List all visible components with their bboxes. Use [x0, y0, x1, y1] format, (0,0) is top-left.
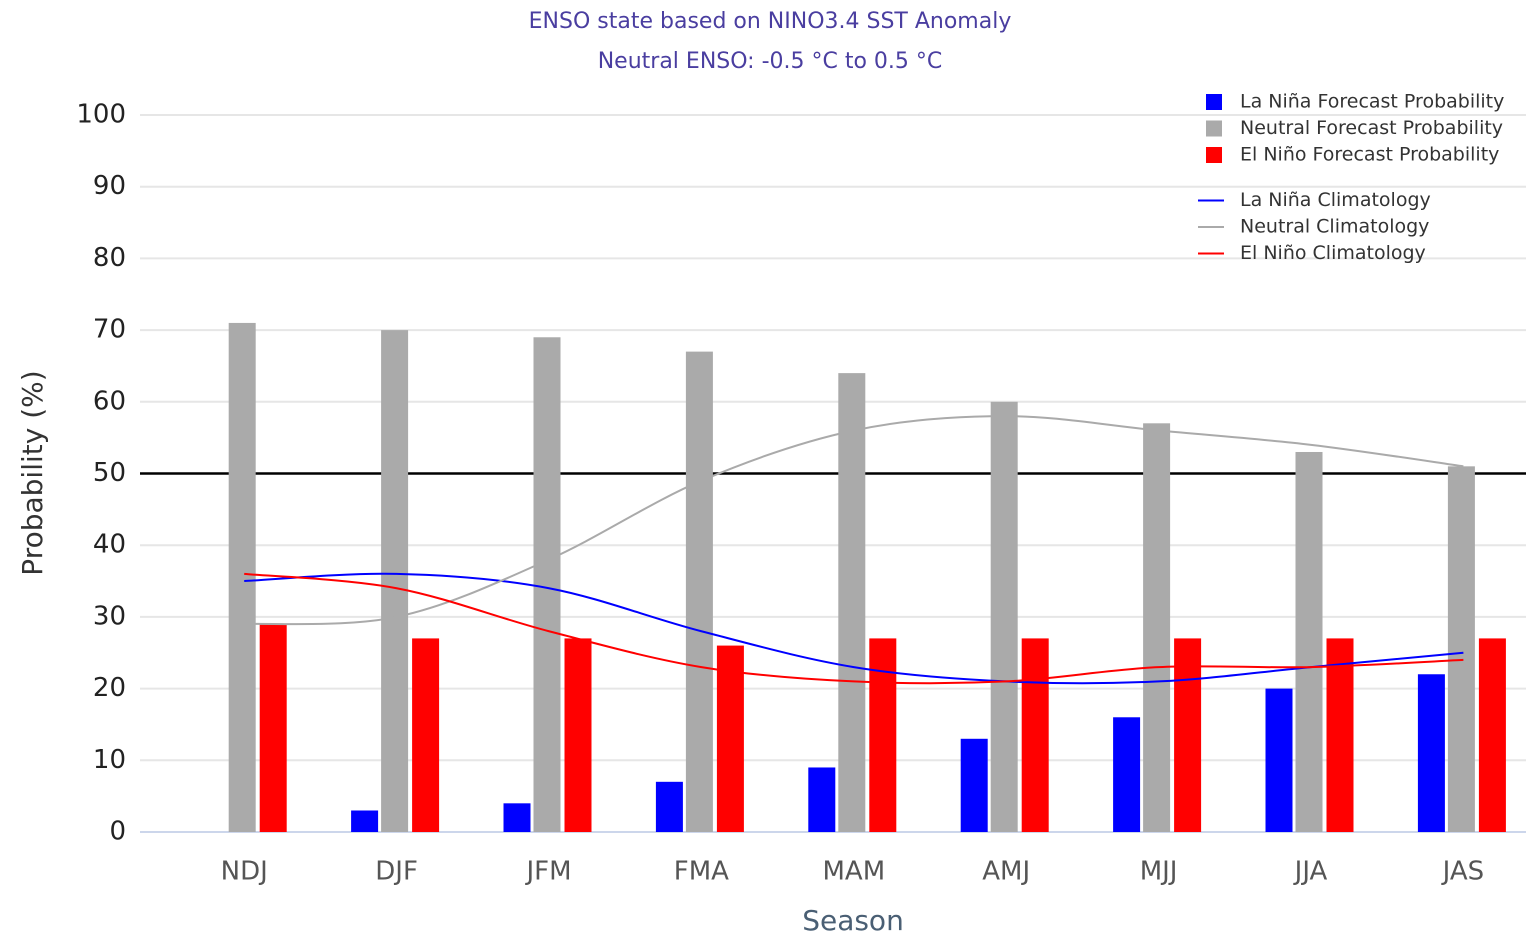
bar [1021, 638, 1049, 832]
y-tick-label: 80 [93, 243, 126, 273]
legend-label: La Niña Forecast Probability [1240, 91, 1504, 113]
y-tick-label: 10 [93, 745, 126, 775]
bar [1295, 451, 1323, 832]
bar [1265, 688, 1293, 832]
bar [381, 330, 409, 832]
x-tick-label: MJJ [1140, 857, 1178, 887]
x-tick-label: NDJ [221, 857, 268, 887]
bar [1447, 466, 1475, 832]
bar [838, 373, 866, 832]
bar [1143, 423, 1171, 832]
x-tick-label: JJA [1293, 857, 1328, 887]
climatology-line [244, 415, 1464, 626]
bar [960, 738, 988, 832]
y-tick-label: 70 [93, 315, 126, 345]
legend-label: El Niño Forecast Probability [1240, 144, 1499, 166]
legend-swatch [1206, 120, 1222, 137]
legend-label: El Niño Climatology [1240, 242, 1426, 264]
bar [1326, 638, 1354, 832]
x-tick-label: MAM [822, 857, 885, 887]
chart-title: ENSO state based on NINO3.4 SST Anomaly [529, 9, 1012, 34]
y-tick-label: 0 [109, 817, 126, 847]
y-tick-label: 30 [93, 601, 126, 631]
x-axis-title: Season [802, 904, 904, 937]
bar [990, 401, 1018, 832]
legend-label: Neutral Forecast Probability [1240, 117, 1503, 139]
bar [228, 322, 256, 832]
bar [351, 810, 379, 832]
x-tick-label: DJF [375, 857, 418, 887]
x-tick-label: FMA [674, 857, 729, 887]
bar [655, 781, 683, 832]
y-axis-title: Probability (%) [16, 370, 49, 575]
y-tick-label: 90 [93, 171, 126, 201]
x-tick-label: JAS [1441, 857, 1485, 887]
x-tick-label: AMJ [982, 857, 1030, 887]
y-tick-label: 50 [93, 458, 126, 488]
bar [808, 767, 836, 832]
y-tick-label: 20 [93, 673, 126, 703]
climatology-line [244, 572, 1464, 685]
bar [503, 803, 531, 832]
bar [685, 351, 713, 832]
bar [1113, 717, 1141, 832]
bar [412, 638, 440, 832]
chart-subtitle: Neutral ENSO: -0.5 °C to 0.5 °C [598, 49, 943, 74]
bar [716, 645, 744, 832]
bar [1417, 674, 1445, 832]
legend-swatch [1206, 147, 1222, 163]
bar [564, 638, 592, 832]
legend-label: Neutral Climatology [1240, 216, 1429, 238]
x-tick-label: JFM [524, 857, 571, 887]
legend-label: La Niña Climatology [1240, 189, 1431, 211]
bar [1174, 638, 1202, 832]
y-tick-label: 60 [93, 386, 126, 416]
bar [259, 624, 287, 832]
bar [533, 337, 561, 832]
bar [869, 638, 897, 832]
y-tick-label: 40 [93, 530, 126, 560]
legend-swatch [1206, 94, 1222, 110]
bar [1478, 638, 1506, 832]
climatology-line [244, 572, 1464, 685]
y-tick-label: 100 [76, 100, 126, 130]
